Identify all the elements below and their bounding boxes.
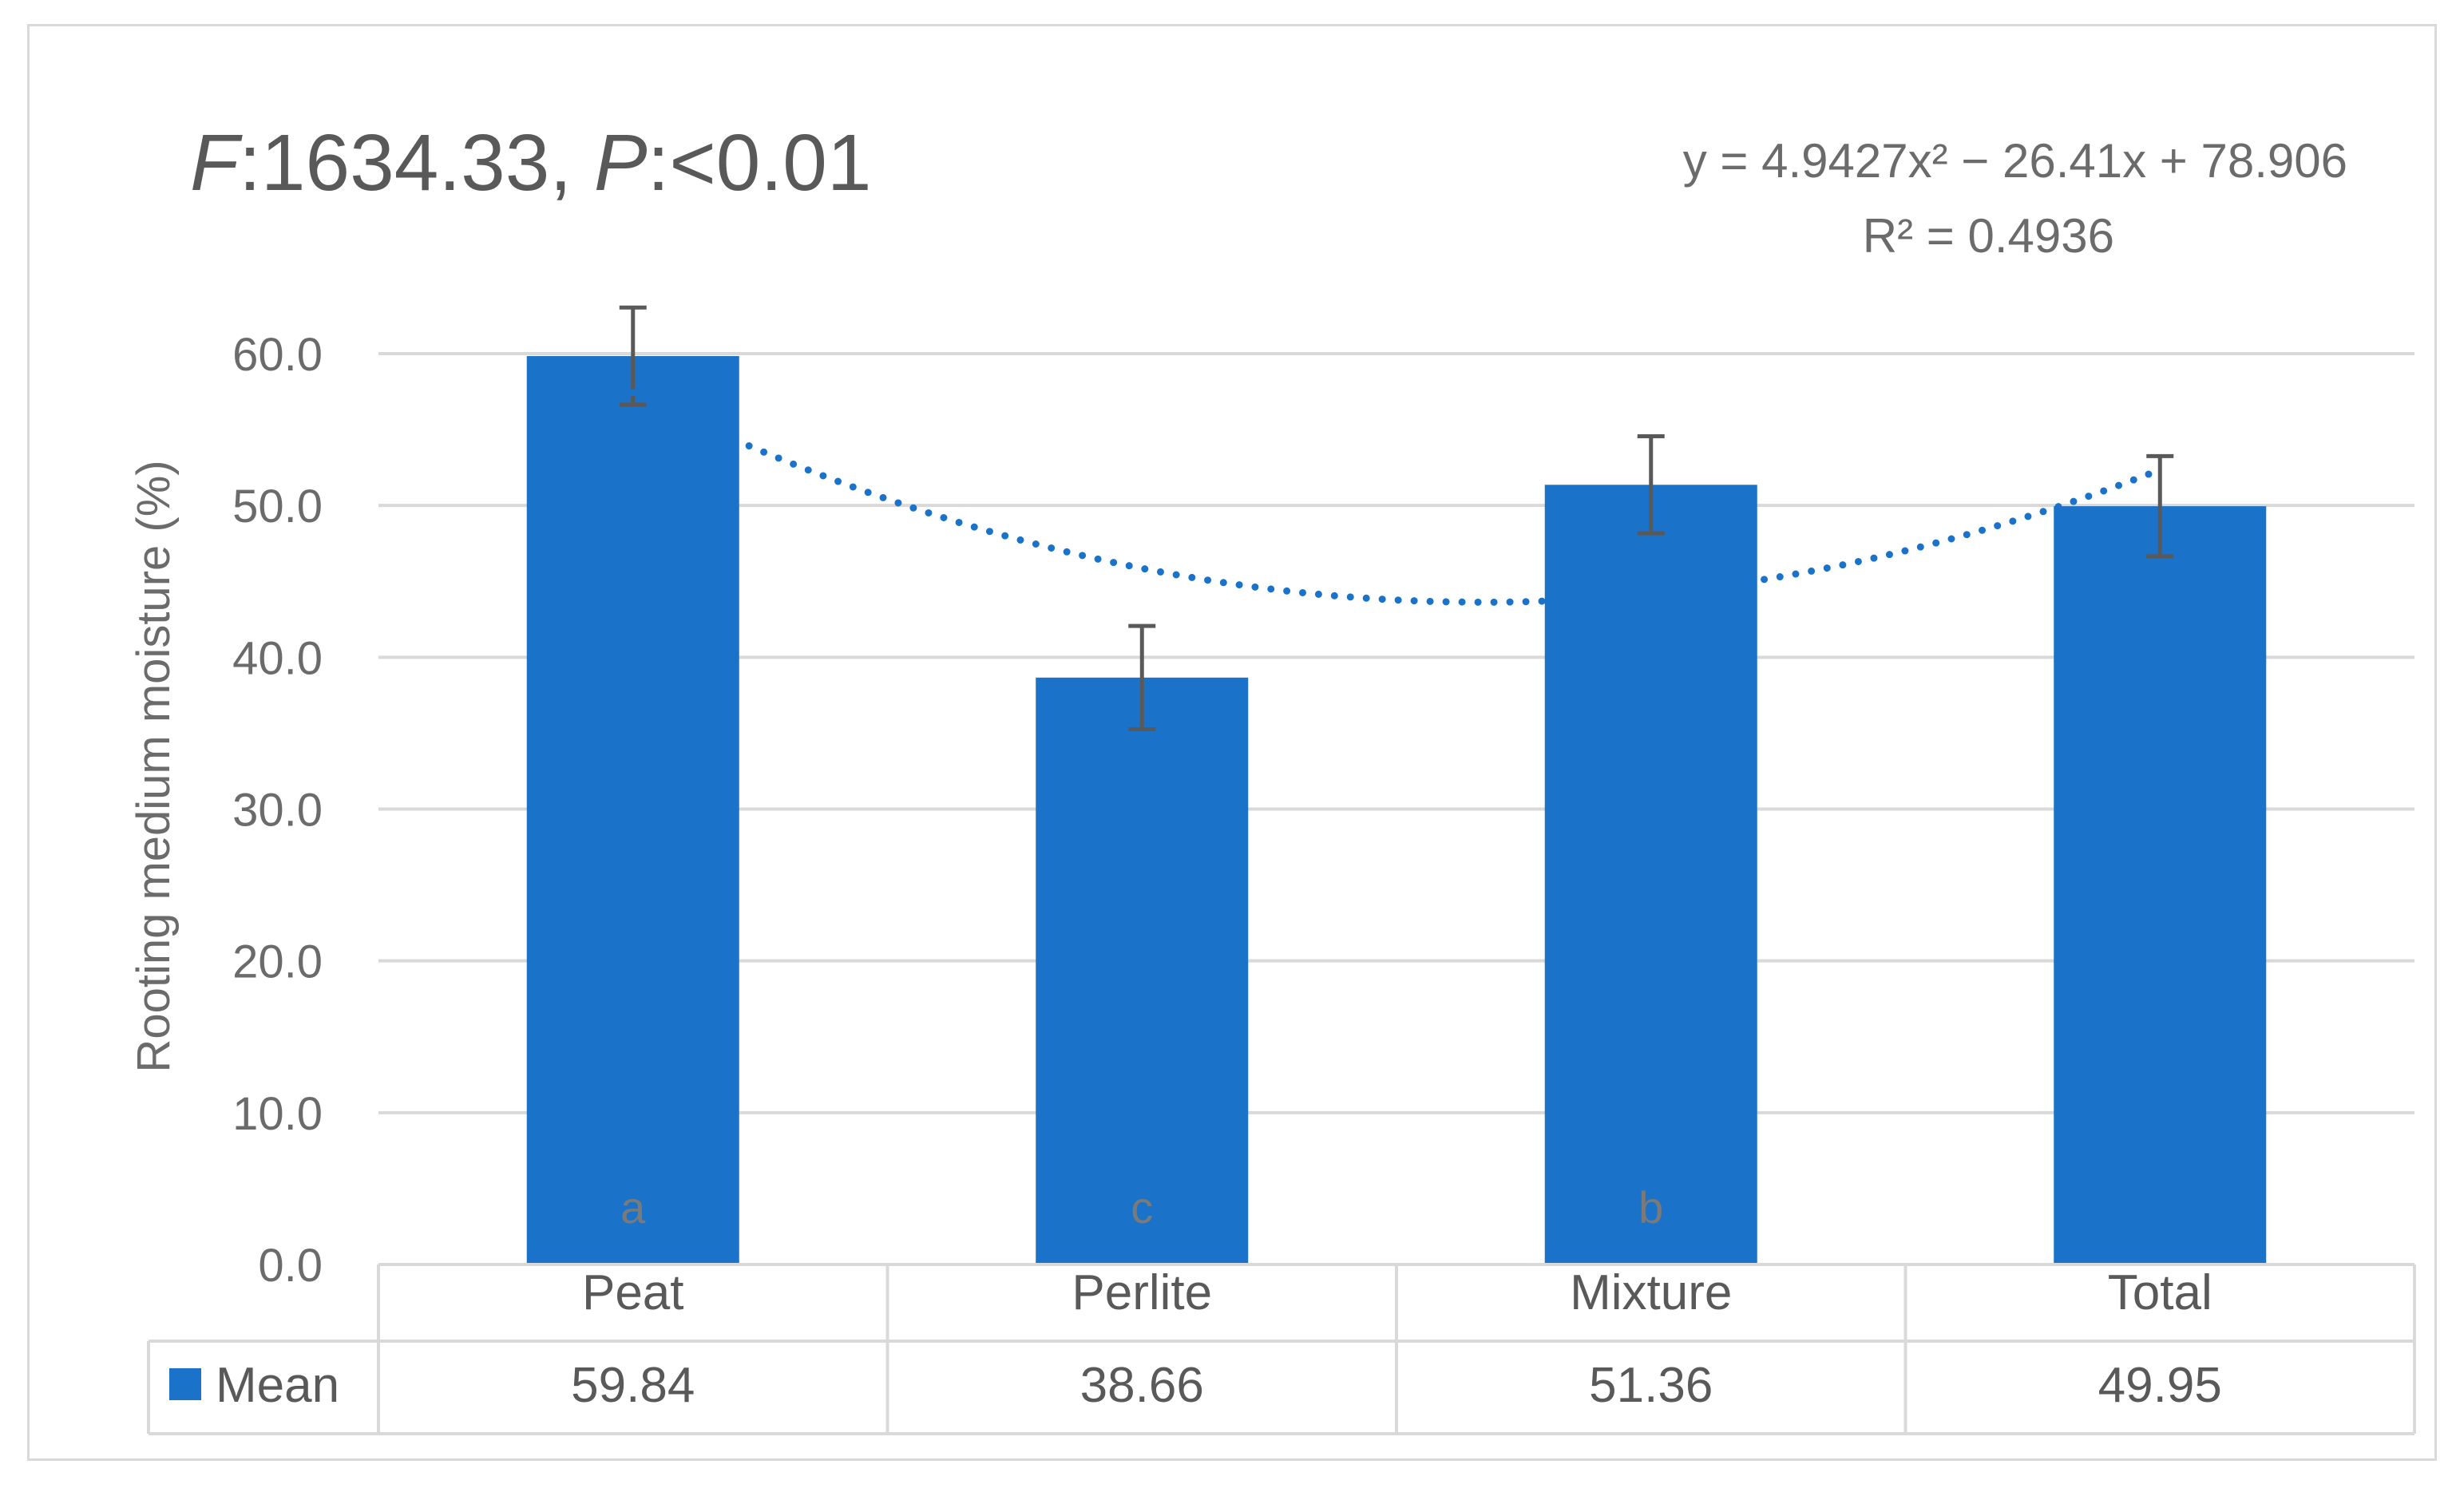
table-value-cell: 51.36 — [1589, 1358, 1713, 1413]
table-value-cell: 49.95 — [2098, 1358, 2222, 1413]
x-category-label: Perlite — [1072, 1265, 1212, 1320]
y-tick-label: 40.0 — [232, 632, 323, 684]
chart-frame — [27, 24, 2437, 1461]
error-bar — [2146, 453, 2174, 559]
significance-letter: b — [1638, 1182, 1663, 1233]
trendline — [629, 389, 2164, 606]
y-tick-label: 60.0 — [232, 329, 323, 381]
x-category-label: Total — [2108, 1265, 2212, 1320]
table-value-cell: 38.66 — [1080, 1358, 1204, 1413]
x-category-label: Peat — [582, 1265, 684, 1320]
y-tick-labels: 0.0 10.0 20.0 30.0 40.0 50.0 60.0 — [232, 329, 323, 1292]
bar — [2054, 506, 2267, 1264]
y-tick-label: 50.0 — [232, 481, 323, 532]
x-category-label: Mixture — [1570, 1265, 1732, 1320]
title-p-label: P — [594, 118, 648, 208]
chart-title: F:1634.33, P:<0.01 — [190, 118, 871, 208]
title-p-value: :<0.01 — [648, 118, 872, 208]
error-bar — [619, 305, 647, 407]
y-tick-label: 20.0 — [232, 936, 323, 988]
error-bars — [619, 305, 2174, 731]
data-table: Peat 59.84 Perlite 38.66 Mixture 51.36 Total 49… — [147, 1263, 2416, 1435]
trendline-equation: y = 4.9427x² − 26.41x + 78.906 — [1683, 134, 2347, 188]
bars — [526, 356, 2267, 1264]
trendline-path — [629, 389, 2164, 606]
bar — [1036, 677, 1249, 1264]
y-axis-title: Rooting medium moisture (%) — [128, 460, 180, 1072]
y-tick-label: 30.0 — [232, 785, 323, 837]
bar — [1544, 485, 1757, 1264]
title-f-label: F — [190, 118, 243, 208]
trendline-r-squared: R² = 0.4936 — [1863, 209, 2114, 263]
error-bar — [1637, 433, 1665, 536]
y-tick-label: 10.0 — [232, 1088, 323, 1140]
significance-letter: a — [620, 1182, 646, 1233]
legend-swatch — [169, 1368, 201, 1400]
error-bar — [1128, 623, 1156, 731]
bar — [526, 356, 739, 1264]
table-value-cell: 59.84 — [571, 1358, 695, 1413]
title-f-value: :1634.33, — [239, 118, 594, 208]
significance-letter: c — [1131, 1182, 1153, 1233]
table-row-label: Mean — [216, 1358, 339, 1413]
y-tick-label: 0.0 — [258, 1240, 323, 1292]
